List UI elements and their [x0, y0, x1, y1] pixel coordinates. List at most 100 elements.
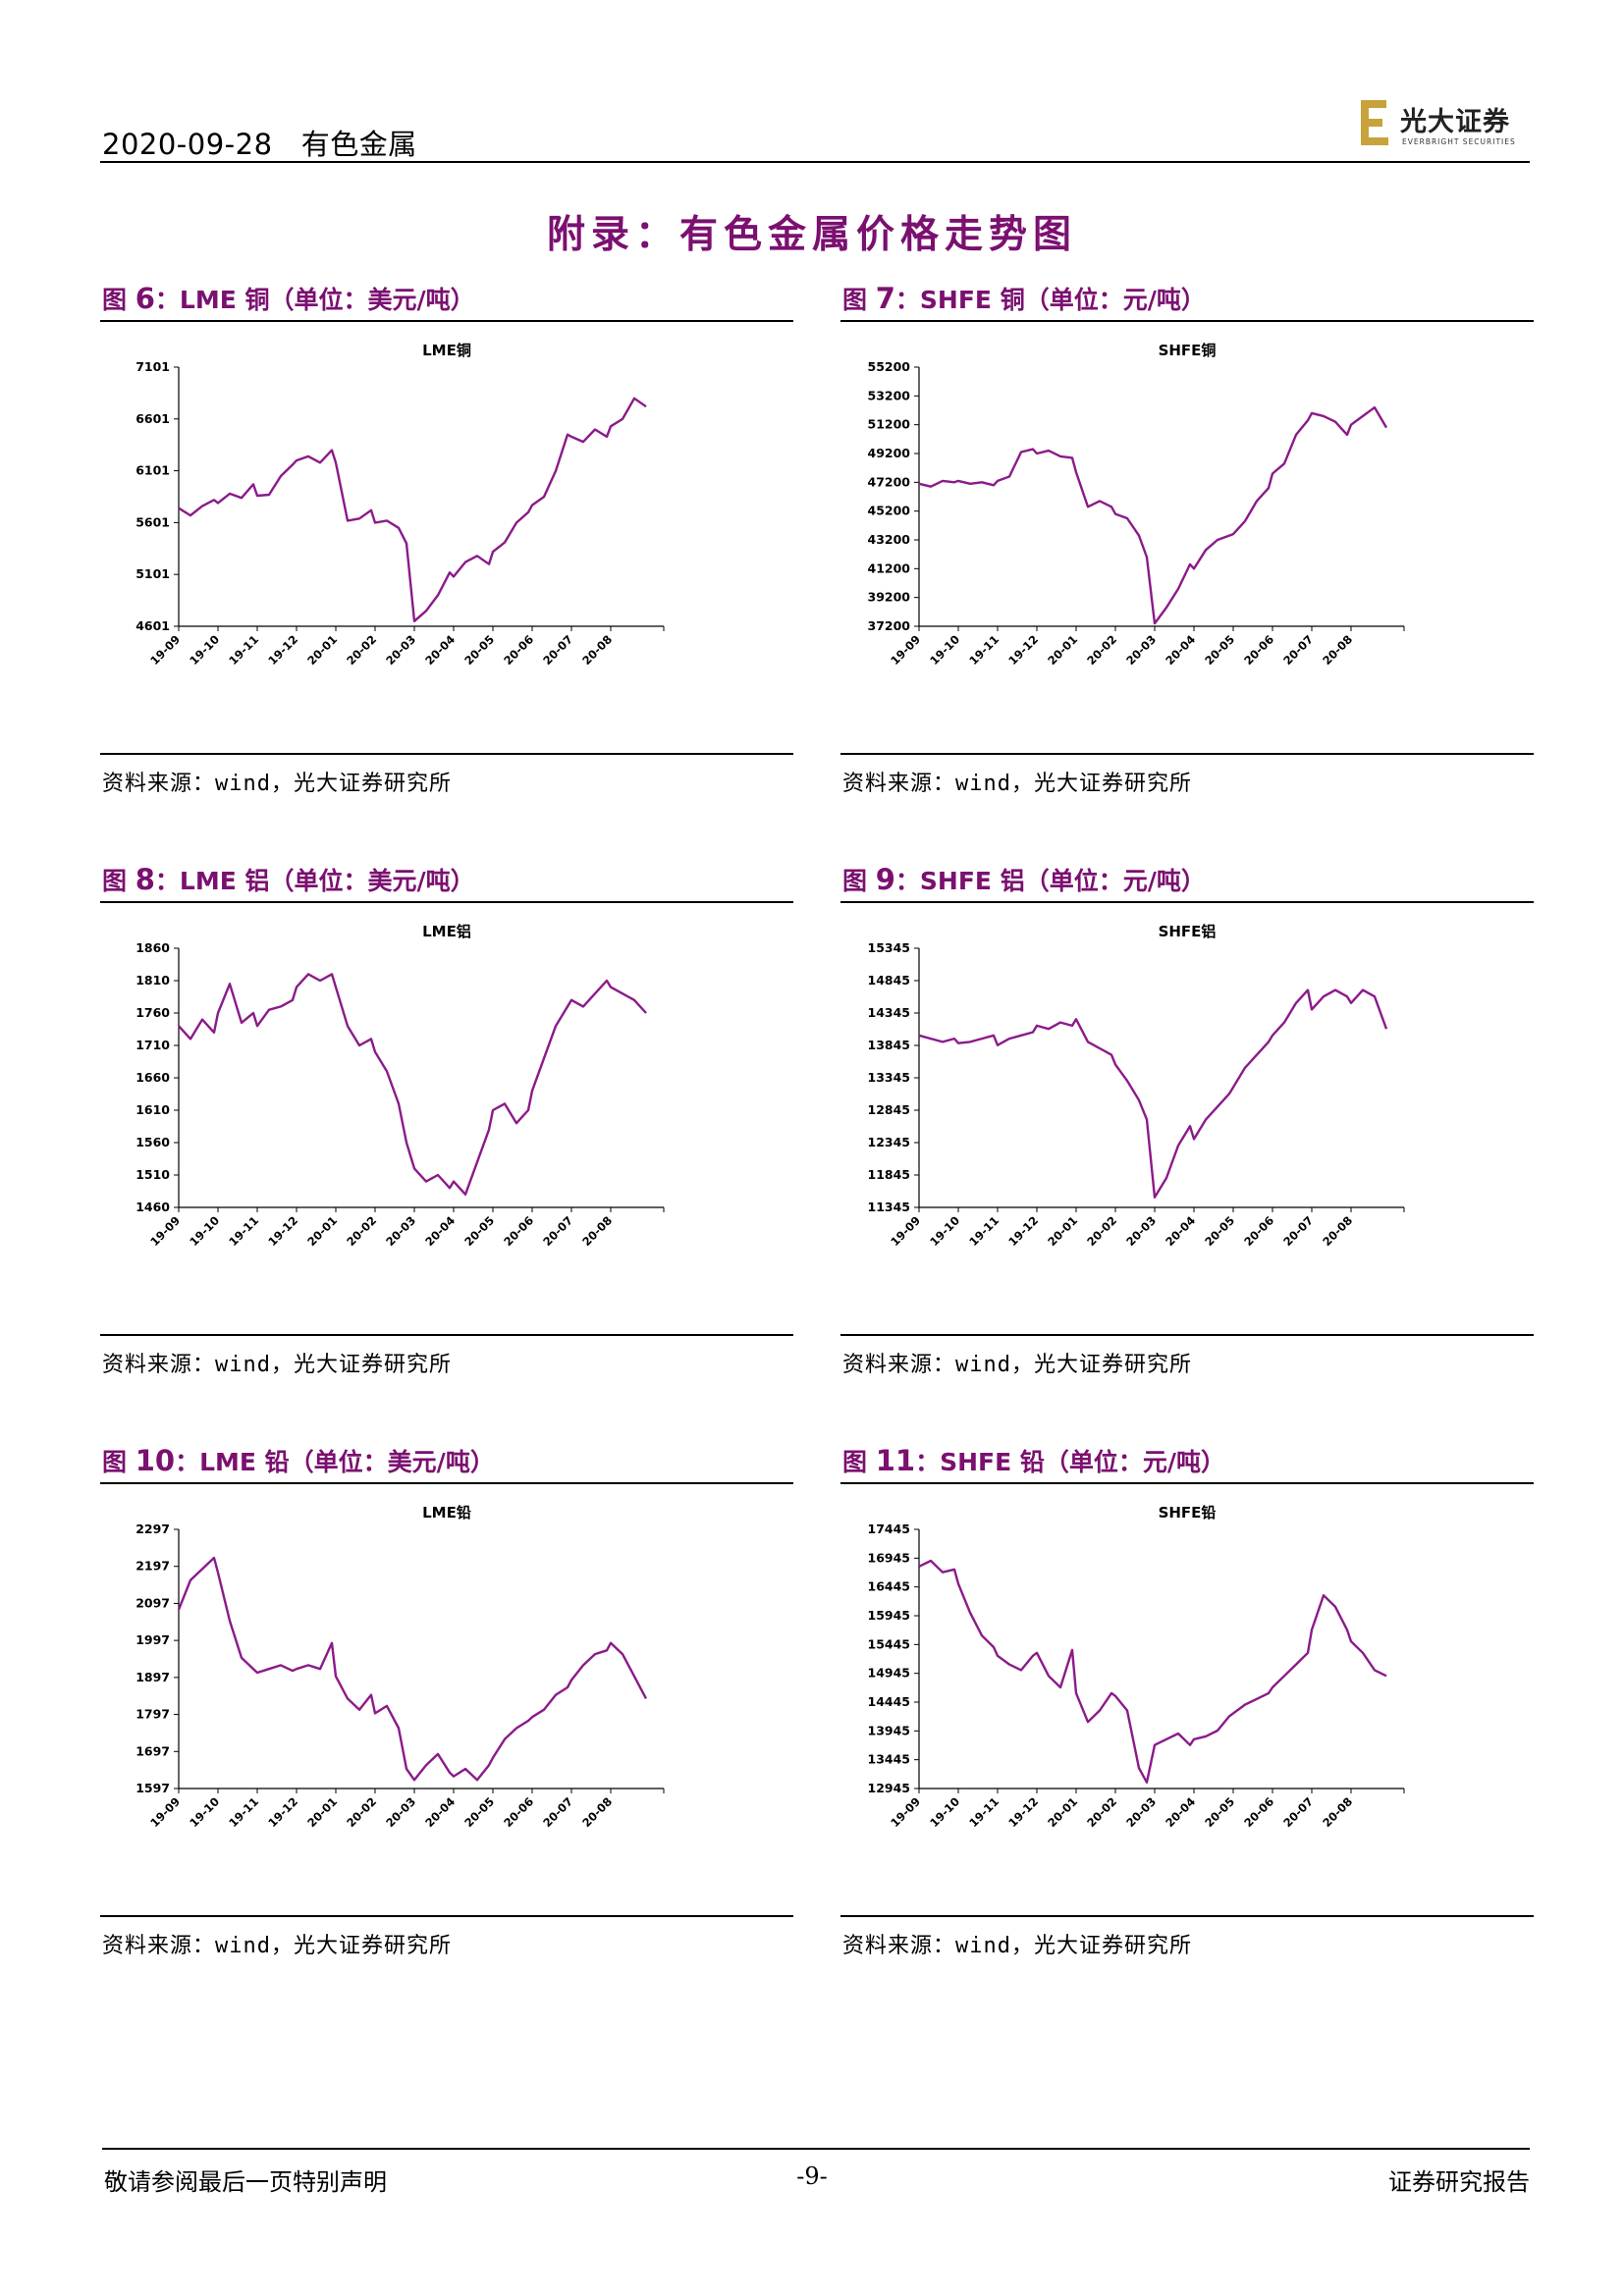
- footer-divider: [102, 2148, 1530, 2150]
- x-tick-label: 20-03: [383, 1794, 418, 1830]
- x-tick-label: 20-07: [1280, 632, 1316, 667]
- y-tick-label: 12345: [868, 1135, 911, 1149]
- report-date-category: 2020-09-28 有色金属: [102, 122, 417, 163]
- x-tick-label: 19-09: [888, 632, 923, 667]
- price-series-line: [918, 988, 1388, 1199]
- x-tick-label: 20-03: [1123, 1213, 1159, 1249]
- footer-disclaimer: 敬请参阅最后一页特别声明: [104, 2168, 387, 2196]
- figure-source: 资料来源：wind，光大证券研究所: [102, 772, 452, 796]
- report-category: 有色金属: [300, 128, 417, 161]
- x-tick-label: 19-11: [966, 1794, 1001, 1830]
- x-tick-label: 19-11: [966, 632, 1001, 667]
- x-tick-label: 20-06: [501, 1213, 536, 1249]
- x-tick-label: 20-03: [1123, 1794, 1159, 1830]
- figure-source: 资料来源：wind，光大证券研究所: [842, 1934, 1192, 1958]
- y-tick-label: 5601: [135, 514, 170, 529]
- y-tick-label: 53200: [868, 388, 911, 402]
- x-tick-label: 20-02: [1084, 1213, 1119, 1249]
- figure-top-rule: [100, 1482, 793, 1484]
- y-tick-label: 55200: [868, 359, 911, 374]
- y-tick-label: 14945: [868, 1666, 911, 1681]
- figure-bottom-rule: [840, 1334, 1534, 1336]
- x-tick-label: 20-02: [344, 1213, 379, 1249]
- x-tick-label: 20-08: [579, 1213, 615, 1249]
- y-tick-label: 16445: [868, 1579, 911, 1594]
- y-tick-label: 1510: [135, 1167, 170, 1182]
- y-tick-label: 11845: [868, 1167, 911, 1182]
- figure-source: 资料来源：wind，光大证券研究所: [102, 1353, 452, 1377]
- y-tick-label: 13345: [868, 1070, 911, 1085]
- x-tick-label: 19-10: [927, 632, 962, 667]
- y-tick-label: 1460: [135, 1200, 170, 1214]
- x-tick-label: 20-04: [422, 632, 458, 667]
- figure-bottom-rule: [100, 1334, 793, 1336]
- y-tick-label: 14845: [868, 973, 911, 988]
- report-date: 2020-09-28: [102, 128, 273, 161]
- y-tick-label: 13845: [868, 1038, 911, 1052]
- x-tick-label: 20-03: [1123, 632, 1159, 667]
- chart-title: SHFE铜: [1159, 342, 1217, 359]
- x-tick-label: 20-08: [1320, 632, 1355, 667]
- y-tick-label: 2297: [135, 1522, 170, 1536]
- y-tick-label: 1810: [135, 973, 170, 988]
- y-tick-label: 14345: [868, 1005, 911, 1020]
- x-tick-label: 20-05: [461, 1213, 497, 1249]
- page-title: 附录：有色金属价格走势图: [546, 212, 1077, 257]
- x-tick-label: 20-05: [1202, 1794, 1237, 1830]
- x-tick-label: 20-08: [579, 1794, 615, 1830]
- figure-bottom-rule: [100, 753, 793, 755]
- x-tick-label: 20-07: [540, 1213, 575, 1249]
- y-tick-label: 1610: [135, 1102, 170, 1117]
- chart-title: SHFE铝: [1159, 923, 1217, 940]
- x-tick-label: 19-10: [927, 1213, 962, 1249]
- figure-title: 图 9：SHFE 铝（单位：元/吨）: [842, 863, 1206, 896]
- x-tick-label: 19-09: [888, 1213, 923, 1249]
- x-tick-label: 20-05: [461, 632, 497, 667]
- x-tick-label: 20-08: [1320, 1213, 1355, 1249]
- x-tick-label: 19-12: [265, 1213, 300, 1249]
- y-tick-label: 1560: [135, 1135, 170, 1149]
- logo-text-cn: 光大证券: [1400, 107, 1510, 137]
- x-tick-label: 19-12: [1005, 1213, 1041, 1249]
- y-tick-label: 2097: [135, 1595, 170, 1610]
- figure-source: 资料来源：wind，光大证券研究所: [102, 1934, 452, 1958]
- x-tick-label: 20-08: [1320, 1794, 1355, 1830]
- footer-report-type: 证券研究报告: [1388, 2168, 1530, 2196]
- figure-top-rule: [840, 901, 1534, 903]
- page-number: -9-: [796, 2163, 828, 2190]
- x-tick-label: 19-09: [147, 1213, 183, 1249]
- y-tick-label: 15445: [868, 1636, 911, 1651]
- figure-title: 图 11：SHFE 铅（单位：元/吨）: [842, 1444, 1226, 1477]
- x-tick-label: 19-10: [927, 1794, 962, 1830]
- y-tick-label: 4601: [135, 618, 170, 633]
- x-tick-label: 19-12: [1005, 632, 1041, 667]
- x-tick-label: 20-01: [1045, 1794, 1080, 1830]
- everbright-logo: 光大证券 EVERBRIGHT SECURITIES: [1359, 98, 1532, 153]
- x-tick-label: 20-04: [422, 1794, 458, 1830]
- y-tick-label: 1897: [135, 1670, 170, 1684]
- x-tick-label: 20-04: [422, 1213, 458, 1249]
- figure-top-rule: [840, 320, 1534, 322]
- x-tick-label: 19-10: [187, 1794, 222, 1830]
- x-tick-label: 20-07: [1280, 1794, 1316, 1830]
- y-tick-label: 39200: [868, 590, 911, 605]
- y-tick-label: 11345: [868, 1200, 911, 1214]
- y-tick-label: 41200: [868, 561, 911, 575]
- chart-shfe-aluminum: SHFE铝 15345 14845 14345 13845 13345 12845 12345…: [868, 923, 1405, 1249]
- y-tick-label: 1860: [135, 940, 170, 955]
- y-tick-label: 17445: [868, 1522, 911, 1536]
- y-tick-label: 1760: [135, 1005, 170, 1020]
- x-tick-label: 20-01: [304, 1794, 340, 1830]
- price-series-line: [178, 397, 647, 622]
- x-tick-label: 20-06: [1241, 1213, 1276, 1249]
- y-tick-label: 12945: [868, 1781, 911, 1795]
- x-tick-label: 19-11: [226, 1213, 261, 1249]
- x-tick-label: 19-12: [265, 1794, 300, 1830]
- y-tick-label: 1660: [135, 1070, 170, 1085]
- y-tick-label: 16945: [868, 1550, 911, 1565]
- x-tick-label: 19-09: [888, 1794, 923, 1830]
- x-tick-label: 19-11: [226, 1794, 261, 1830]
- x-tick-label: 19-12: [1005, 1794, 1041, 1830]
- y-tick-label: 49200: [868, 446, 911, 460]
